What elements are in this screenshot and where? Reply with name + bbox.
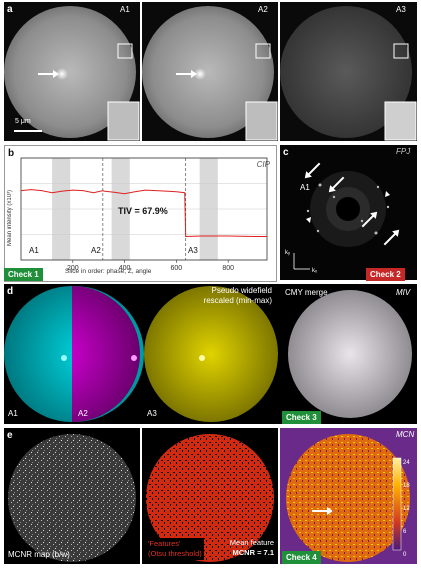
image-label: A1: [120, 5, 130, 14]
colorbar-tick: 6: [403, 529, 407, 535]
ky-label: kᵧ: [285, 250, 290, 256]
merge-label: CMY merge: [285, 288, 328, 297]
x-tick-label: 400: [119, 265, 131, 272]
title-line: Pseudo widefield: [211, 286, 272, 295]
colorbar-tick: 12: [403, 506, 410, 512]
image-label: A3: [396, 5, 406, 14]
x-tick-label: 800: [222, 265, 234, 272]
colorbar-tick: 18: [403, 483, 410, 489]
features-label: 'Features' (Otsu threshold): [146, 538, 204, 560]
image-label: A2: [78, 409, 88, 418]
image-label: A2: [258, 5, 268, 14]
arrow-icon: [176, 70, 197, 78]
segment-label: A2: [91, 246, 101, 255]
scale-bar: [14, 130, 42, 132]
arrow-icon: [38, 70, 59, 78]
channel-images: [4, 284, 417, 424]
panel-letter: d: [7, 286, 14, 297]
x-tick-label: 200: [67, 265, 79, 272]
check-badge: Check 2: [366, 268, 405, 281]
nucleus-a2: [142, 6, 274, 138]
colorbar-tick: 0: [403, 552, 407, 558]
scale-bar-label: 5 μm: [15, 118, 31, 125]
method-label: MIV: [396, 288, 411, 297]
intensity-chart: 200 400 600 800: [20, 157, 268, 272]
segment-label: A3: [188, 246, 198, 255]
nucleus-a3: [280, 6, 412, 138]
method-label: FPJ: [396, 147, 411, 156]
colorbar-tick: 24: [403, 460, 410, 466]
method-label: MCN: [396, 430, 415, 439]
intensity-series-line: [20, 189, 267, 238]
mean-line: MCNR = 7.1: [232, 548, 274, 557]
map-label: MCNR map (b/w): [8, 550, 70, 559]
arrow-icon: [312, 507, 333, 515]
kx-label: kₓ: [312, 268, 317, 274]
segment-label: A1: [29, 246, 39, 255]
mean-line: Mean feature: [229, 538, 274, 547]
panel-letter: b: [8, 148, 15, 159]
order-label: A1: [300, 183, 310, 192]
x-tick-label: 600: [171, 265, 183, 272]
features-map: [146, 434, 274, 562]
check-badge: Check 4: [282, 551, 321, 564]
mean-feature-map: [286, 434, 410, 562]
panel-b: b CIP 200 400 600 800 TIV = 67.9% Mean inte…: [4, 145, 277, 282]
panel-a-images: [4, 2, 417, 141]
fourier-image: [280, 145, 417, 280]
yellow-channel: [144, 286, 278, 422]
features-line: (Otsu threshold): [148, 549, 202, 558]
nucleus-a1: [4, 6, 136, 138]
image-label: A1: [8, 409, 18, 418]
mcnr-images: [4, 428, 417, 564]
method-label: CIP: [256, 160, 270, 169]
panel-letter: e: [7, 430, 13, 441]
panel-letter: a: [7, 4, 13, 15]
check-badge: Check 1: [4, 268, 43, 281]
mcnr-map: [8, 434, 136, 562]
colorbar: [392, 457, 402, 551]
colorbar-ticks: 24 18 12 6 0: [403, 452, 410, 567]
plot-frame: [20, 157, 268, 261]
title-line: rescaled (min-max): [203, 296, 272, 305]
image-label: A3: [147, 409, 157, 418]
features-line: 'Features': [148, 539, 181, 548]
check-badge: Check 3: [282, 411, 321, 424]
y-axis-label: Mean intensity (x10³): [7, 189, 13, 247]
tiv-label: TIV = 67.9%: [118, 206, 168, 216]
merge-image: [288, 290, 412, 418]
panel-letter: c: [283, 147, 289, 158]
mean-label: Mean feature MCNR = 7.1: [226, 538, 274, 558]
x-axis-label: Slice in order: phase, Z, angle: [65, 268, 152, 275]
